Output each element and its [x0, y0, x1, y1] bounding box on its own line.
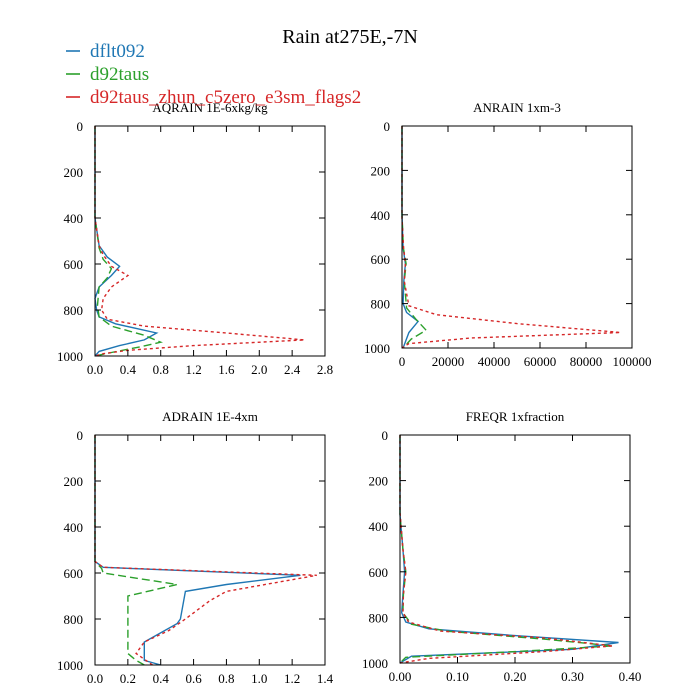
plot-frame — [401, 125, 633, 349]
legend-label-2: d92taus — [90, 64, 149, 85]
series-line-1 — [94, 435, 301, 666]
x-tick-label: 0.40 — [619, 669, 642, 684]
y-tick-label: 400 — [371, 208, 391, 223]
y-tick-label: 800 — [64, 303, 84, 318]
chart-panels: AQRAIN 1E-6xkg/kg 0.0 0.4 0.8 1.2 1.6 2.0 2.4 2.… — [57, 100, 652, 686]
y-tick-label: 0 — [77, 428, 84, 443]
series-line-2 — [94, 435, 178, 666]
x-tick-label: 0.8 — [218, 671, 234, 686]
y-tick-label: 0 — [77, 119, 84, 134]
series-line-1 — [94, 126, 159, 357]
x-tick-label: 1.6 — [218, 362, 235, 377]
series-line-1 — [399, 435, 619, 664]
y-tick-label: 1000 — [57, 658, 83, 673]
y-tick-label: 600 — [371, 252, 391, 267]
y-tick-label: 200 — [64, 165, 84, 180]
x-tick-label: 40000 — [478, 354, 511, 369]
x-tick-label: 0.6 — [185, 671, 202, 686]
y-tick-label: 800 — [64, 612, 84, 627]
y-tick-label: 1000 — [364, 341, 390, 356]
x-tick-label: 100000 — [613, 354, 652, 369]
y-tick-label: 600 — [369, 565, 389, 580]
x-tick-label: 0.20 — [504, 669, 527, 684]
y-tick-label: 800 — [371, 297, 391, 312]
plot-frame — [94, 125, 326, 357]
panel-title: AQRAIN 1E-6xkg/kg — [152, 100, 268, 115]
x-tick-label: 0.0 — [87, 362, 103, 377]
x-tick-label: 0.2 — [120, 671, 136, 686]
y-tick-label: 800 — [369, 610, 389, 625]
x-tick-label: 20000 — [432, 354, 465, 369]
series-line-2 — [94, 126, 163, 357]
x-tick-label: 1.0 — [251, 671, 267, 686]
chart-panel-4: FREQR 1xfraction 0.00 0.10 0.20 0.30 0.40 0 200… — [362, 409, 641, 684]
series-line-3 — [399, 435, 613, 664]
x-tick-label: 0.4 — [120, 362, 137, 377]
legend: dflt092d92tausd92taus_zhun_c5zero_e3sm_f… — [66, 41, 361, 108]
series-line-1 — [401, 126, 420, 349]
y-tick-label: 200 — [64, 474, 84, 489]
x-tick-label: 1.2 — [284, 671, 300, 686]
panel-title: FREQR 1xfraction — [466, 409, 565, 424]
x-tick-label: 2.0 — [251, 362, 267, 377]
x-tick-label: 2.8 — [317, 362, 333, 377]
legend-label-1: dflt092 — [90, 41, 145, 62]
panel-title: ADRAIN 1E-4xm — [162, 409, 258, 424]
y-tick-label: 600 — [64, 566, 84, 581]
x-tick-label: 2.4 — [284, 362, 301, 377]
x-tick-label: 1.2 — [185, 362, 201, 377]
series-line-3 — [94, 435, 317, 666]
chart-panel-1: AQRAIN 1E-6xkg/kg 0.0 0.4 0.8 1.2 1.6 2.0 2.4 2.… — [57, 100, 333, 377]
panel-title: ANRAIN 1xm-3 — [473, 100, 561, 115]
legend-label-3: d92taus_zhun_c5zero_e3sm_flags2 — [90, 87, 361, 108]
y-tick-label: 1000 — [362, 656, 388, 671]
chart-panel-3: ADRAIN 1E-4xm 0.0 0.2 0.4 0.6 0.8 1.0 1.2 1.4 0 20… — [57, 409, 334, 686]
x-tick-label: 0.4 — [153, 671, 170, 686]
x-tick-label: 0.0 — [87, 671, 103, 686]
y-tick-label: 400 — [369, 519, 389, 534]
x-tick-label: 0.00 — [389, 669, 412, 684]
y-tick-label: 200 — [371, 163, 391, 178]
y-tick-label: 0 — [384, 119, 391, 134]
y-tick-label: 1000 — [57, 349, 83, 364]
x-tick-label: 0.30 — [561, 669, 584, 684]
y-tick-label: 0 — [382, 428, 389, 443]
y-tick-label: 600 — [64, 257, 84, 272]
x-tick-label: 0 — [399, 354, 406, 369]
plot-frame — [94, 434, 326, 666]
y-tick-label: 400 — [64, 211, 84, 226]
y-tick-label: 400 — [64, 520, 84, 535]
x-tick-label: 80000 — [570, 354, 603, 369]
x-tick-label: 0.8 — [153, 362, 169, 377]
x-tick-label: 1.4 — [317, 671, 334, 686]
series-line-3 — [401, 126, 621, 349]
chart-panel-2: ANRAIN 1xm-3 0 20000 40000 60000 80000 100000 0… — [364, 100, 652, 369]
x-tick-label: 0.10 — [446, 669, 469, 684]
y-tick-label: 200 — [369, 474, 389, 489]
series-line-2 — [401, 126, 428, 349]
figure-title: Rain at275E,-7N — [282, 26, 418, 48]
series-line-3 — [94, 126, 305, 357]
x-tick-label: 60000 — [524, 354, 557, 369]
